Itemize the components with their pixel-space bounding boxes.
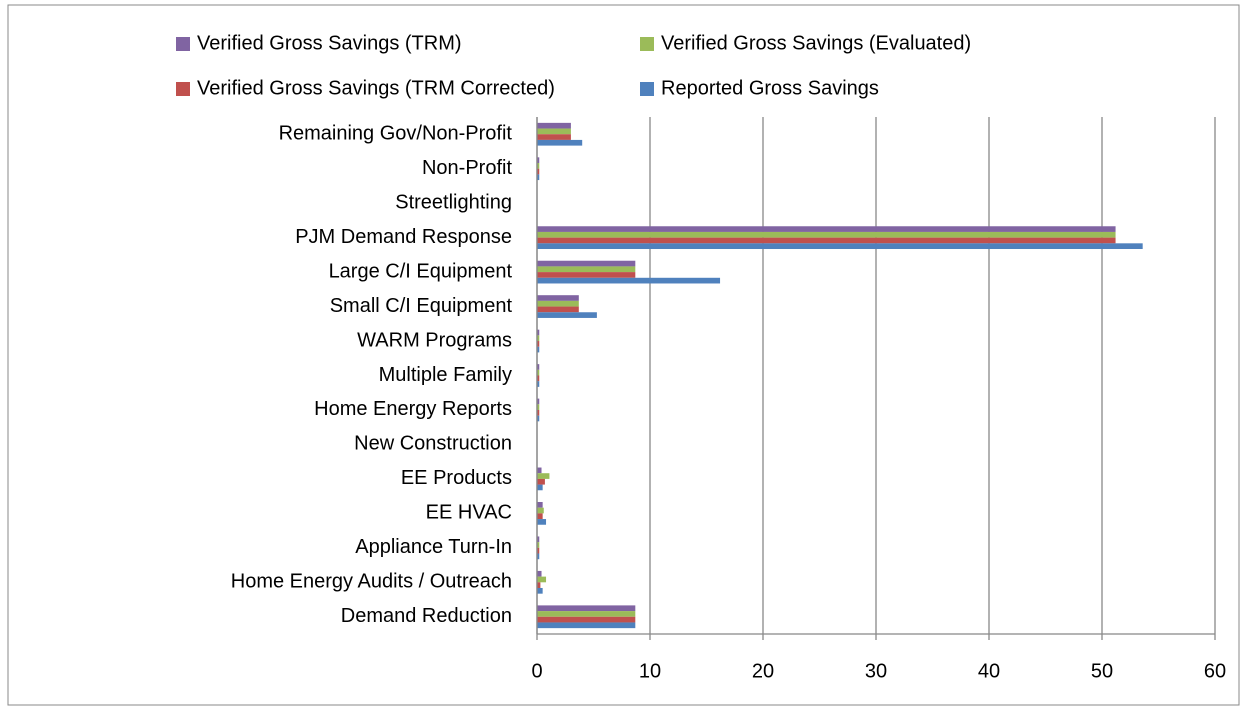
bar: [537, 467, 542, 474]
bar: [537, 605, 636, 612]
bar: [537, 478, 545, 485]
bar: [537, 312, 597, 318]
y-tick-label: PJM Demand Response: [295, 226, 512, 248]
bar: [537, 364, 540, 370]
x-tick-label: 60: [1204, 660, 1226, 682]
bar: [537, 553, 540, 560]
bar: [537, 134, 571, 140]
bar: [537, 542, 540, 548]
legend-swatch: [640, 37, 654, 51]
y-tick-label: Demand Reduction: [341, 605, 512, 627]
bar: [537, 587, 543, 594]
bar: [537, 409, 540, 416]
y-tick-label: Appliance Turn-In: [355, 536, 512, 558]
bar: [537, 139, 583, 146]
y-tick-label: Multiple Family: [379, 364, 512, 386]
bar: [537, 398, 540, 405]
bar: [537, 163, 540, 169]
bar: [537, 375, 540, 382]
bar: [537, 226, 1116, 232]
bar: [537, 306, 579, 313]
bar: [537, 295, 579, 301]
bar: [537, 122, 571, 129]
bar: [537, 260, 636, 267]
y-tick-label: EE HVAC: [426, 502, 512, 524]
bar: [537, 381, 540, 387]
bar: [537, 329, 540, 336]
bar: [537, 300, 579, 307]
bar: [537, 157, 540, 164]
legend-label: Verified Gross Savings (Evaluated): [661, 32, 971, 54]
bar: [537, 547, 540, 554]
bar: [537, 243, 1143, 250]
bar: [537, 536, 540, 543]
bar: [537, 611, 636, 617]
x-tick-label: 10: [639, 660, 661, 682]
bar: [537, 582, 541, 588]
bar: [537, 576, 547, 583]
legend-label: Verified Gross Savings (TRM Corrected): [197, 77, 555, 99]
y-tick-label: New Construction: [354, 433, 512, 455]
bar: [537, 473, 550, 479]
bar: [537, 168, 540, 175]
x-tick-label: 0: [531, 660, 542, 682]
bar: [537, 507, 544, 514]
legend-swatch: [176, 37, 190, 51]
x-tick-label: 40: [978, 660, 1000, 682]
bar: [537, 174, 540, 181]
bar: [537, 231, 1116, 238]
legend-label: Reported Gross Savings: [661, 77, 879, 99]
bar: [537, 513, 543, 520]
bar: [537, 335, 540, 342]
bar: [537, 277, 721, 284]
chart-frame: [7, 4, 1240, 706]
bar: [537, 519, 547, 525]
bar: [537, 404, 540, 410]
y-tick-label: Large C/I Equipment: [329, 260, 513, 282]
bar: [537, 237, 1116, 244]
bar: [537, 616, 636, 623]
legend-label: Verified Gross Savings (TRM): [197, 32, 462, 54]
y-tick-label: Non-Profit: [422, 157, 512, 179]
bar: [537, 415, 540, 422]
x-tick-label: 30: [865, 660, 887, 682]
bar: [537, 570, 542, 577]
y-tick-label: Remaining Gov/Non-Profit: [279, 123, 513, 145]
y-tick-label: Home Energy Reports: [314, 398, 512, 420]
y-tick-label: Streetlighting: [395, 191, 512, 213]
y-tick-label: Small C/I Equipment: [330, 295, 513, 317]
bar: [537, 369, 540, 376]
bar: [537, 501, 543, 508]
bar: [537, 622, 636, 629]
bar: [537, 484, 543, 491]
bar: [537, 346, 540, 353]
y-tick-label: WARM Programs: [357, 329, 512, 351]
bar: [537, 272, 636, 278]
legend-swatch: [640, 82, 654, 96]
bar: [537, 341, 540, 347]
x-tick-label: 20: [752, 660, 774, 682]
bar: [537, 128, 571, 135]
y-tick-label: EE Products: [401, 467, 512, 489]
bar: [537, 266, 636, 273]
y-tick-label: Home Energy Audits / Outreach: [231, 571, 512, 593]
legend-swatch: [176, 82, 190, 96]
x-tick-label: 50: [1091, 660, 1113, 682]
